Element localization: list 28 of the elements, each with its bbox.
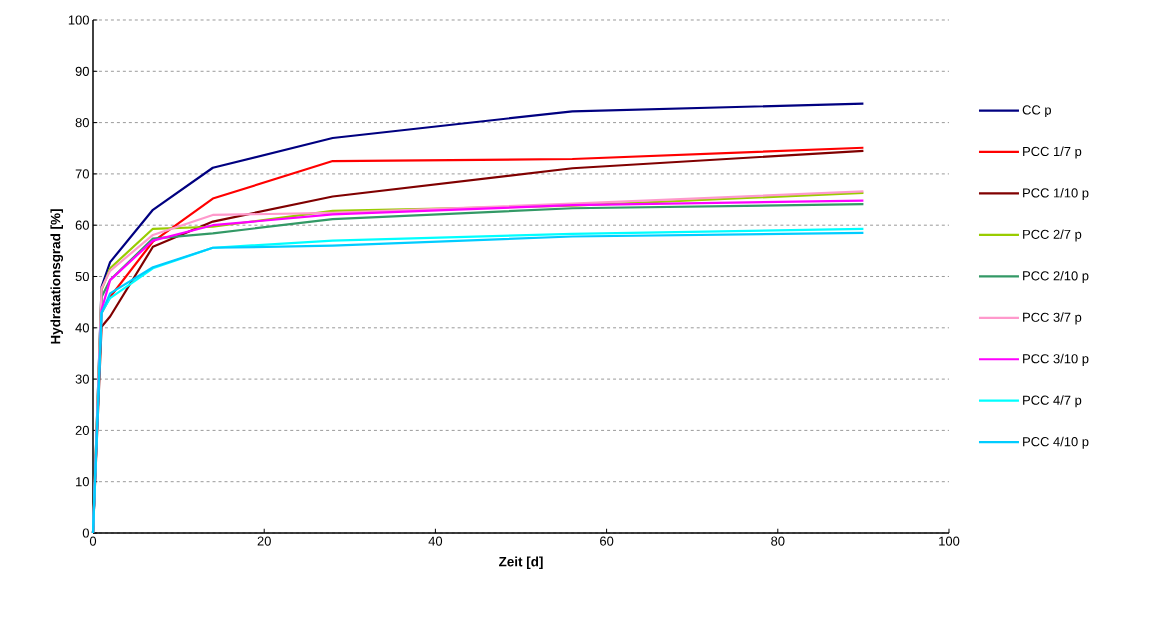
x-tick-label: 20 xyxy=(257,536,271,546)
x-tick-label: 40 xyxy=(428,536,443,546)
x-tick-label: 100 xyxy=(939,536,960,546)
y-tick-label: 70 xyxy=(75,169,89,179)
y-tick-label: 40 xyxy=(75,323,89,333)
y-axis-title: Hydratationsgrad [%] xyxy=(50,209,64,344)
y-tick-label: 100 xyxy=(68,15,89,25)
legend-label: PCC 3/7 p xyxy=(1023,312,1082,325)
legend-label: PCC 3/10 p xyxy=(1023,353,1089,366)
y-tick-label: 10 xyxy=(76,477,89,487)
x-tick-label: 60 xyxy=(600,536,614,546)
x-axis-title: Zeit [d] xyxy=(499,556,543,570)
x-tick-label: 80 xyxy=(771,536,785,546)
y-tick-label: 60 xyxy=(75,220,89,230)
y-tick-label: 50 xyxy=(75,271,89,282)
y-tick-label: 30 xyxy=(75,374,89,384)
legend-label: PCC 4/10 p xyxy=(1023,436,1089,449)
legend-label: PCC 4/7 p xyxy=(1023,395,1082,408)
legend-label: PCC 2/7 p xyxy=(1023,229,1082,242)
y-tick-label: 80 xyxy=(75,118,89,128)
legend-label: PCC 1/7 p xyxy=(1023,146,1082,159)
legend-label: PCC 1/10 p xyxy=(1023,187,1089,201)
x-tick-label: 0 xyxy=(89,536,97,546)
legend-label: CC p xyxy=(1022,105,1052,118)
y-tick-label: 90 xyxy=(75,66,89,76)
y-tick-label: 20 xyxy=(75,425,89,435)
legend-label: PCC 2/10 p xyxy=(1023,270,1089,283)
y-tick-label: 0 xyxy=(82,528,89,538)
